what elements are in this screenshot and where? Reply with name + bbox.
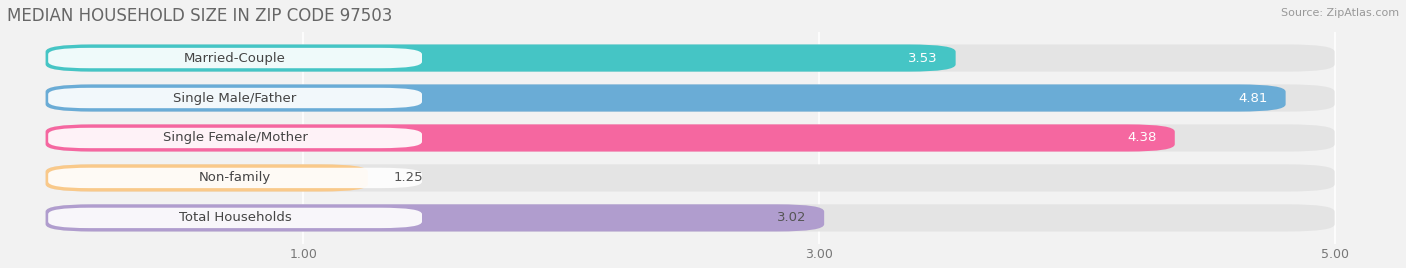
FancyBboxPatch shape xyxy=(45,44,1334,72)
FancyBboxPatch shape xyxy=(48,208,422,228)
Text: 3.53: 3.53 xyxy=(908,51,938,65)
Text: Total Households: Total Households xyxy=(179,211,291,224)
FancyBboxPatch shape xyxy=(48,128,422,148)
FancyBboxPatch shape xyxy=(45,204,824,232)
FancyBboxPatch shape xyxy=(45,84,1285,111)
Text: Single Female/Mother: Single Female/Mother xyxy=(163,132,308,144)
Text: 1.25: 1.25 xyxy=(394,172,423,184)
Text: Source: ZipAtlas.com: Source: ZipAtlas.com xyxy=(1281,8,1399,18)
Text: MEDIAN HOUSEHOLD SIZE IN ZIP CODE 97503: MEDIAN HOUSEHOLD SIZE IN ZIP CODE 97503 xyxy=(7,7,392,25)
Text: 4.38: 4.38 xyxy=(1128,132,1157,144)
FancyBboxPatch shape xyxy=(45,164,1334,192)
FancyBboxPatch shape xyxy=(45,124,1175,152)
FancyBboxPatch shape xyxy=(45,84,1334,111)
Text: Single Male/Father: Single Male/Father xyxy=(173,91,297,105)
FancyBboxPatch shape xyxy=(48,48,422,68)
Text: Married-Couple: Married-Couple xyxy=(184,51,285,65)
Text: Non-family: Non-family xyxy=(200,172,271,184)
FancyBboxPatch shape xyxy=(45,204,1334,232)
FancyBboxPatch shape xyxy=(48,88,422,108)
FancyBboxPatch shape xyxy=(48,168,422,188)
FancyBboxPatch shape xyxy=(45,164,368,192)
FancyBboxPatch shape xyxy=(45,124,1334,152)
FancyBboxPatch shape xyxy=(45,44,956,72)
Text: 3.02: 3.02 xyxy=(776,211,806,224)
Text: 4.81: 4.81 xyxy=(1239,91,1268,105)
